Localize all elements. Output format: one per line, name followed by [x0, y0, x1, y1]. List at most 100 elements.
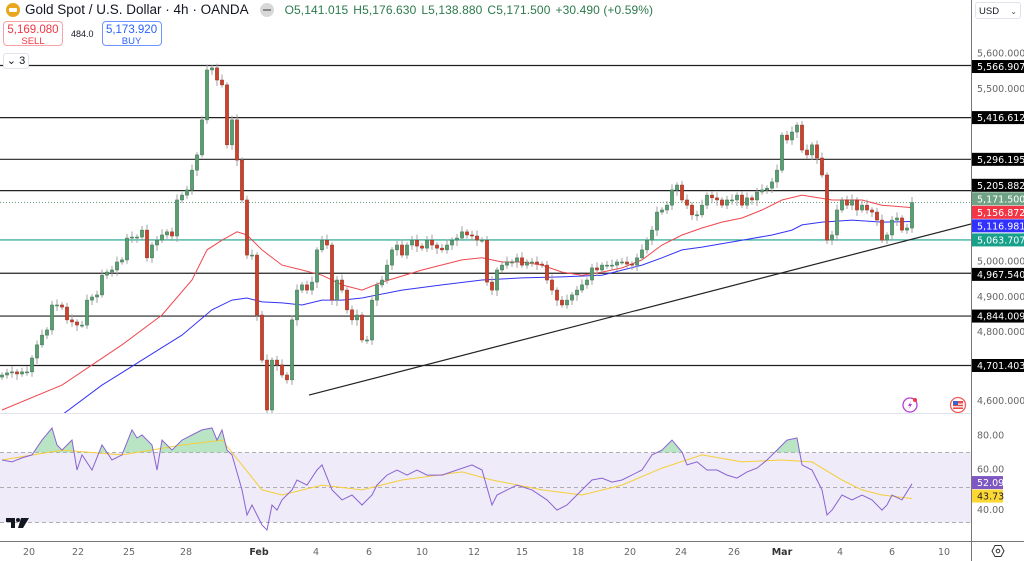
candle — [835, 204, 839, 241]
price-pane[interactable] — [0, 63, 974, 415]
buy-button[interactable]: 5,173.920 BUY — [101, 21, 162, 47]
candle — [70, 314, 74, 327]
candle — [695, 210, 699, 221]
time-axis-tick: 6 — [889, 547, 895, 558]
candle — [185, 185, 189, 199]
candle-body-up — [530, 261, 534, 264]
candle-body-down — [345, 289, 349, 311]
trendline[interactable] — [308, 223, 974, 396]
level-price-label-bg — [972, 111, 1024, 125]
candle-body-up — [365, 339, 369, 342]
rsi-moving-average-line — [1, 439, 913, 499]
candle-body-up — [500, 264, 504, 271]
candle — [435, 242, 439, 255]
candle — [305, 280, 309, 294]
candle — [765, 185, 769, 194]
candle — [545, 260, 549, 284]
ohlc-change: +30.490 (+0.59%) — [555, 2, 654, 17]
candle — [380, 275, 384, 288]
candle-body-down — [540, 263, 544, 266]
currency-selector[interactable]: USD ⌄ — [975, 2, 1021, 19]
candle — [115, 256, 119, 276]
candle-body-up — [130, 236, 134, 239]
candle-body-down — [485, 239, 489, 283]
candle-body-up — [840, 199, 844, 211]
lightning-alert-icon[interactable] — [902, 397, 918, 413]
candle-body-up — [860, 204, 864, 211]
candle-body-down — [680, 184, 684, 201]
candle-body-down — [235, 119, 239, 161]
candle — [85, 294, 89, 329]
candle — [615, 259, 619, 272]
trade-panel: 5,169.080 SELL 484.0 5,173.920 BUY — [3, 21, 162, 47]
candle-body-up — [910, 202, 914, 229]
candle — [245, 195, 249, 259]
fast-ma-price-label-bg — [972, 205, 1024, 219]
candle-body-up — [890, 219, 894, 236]
candle-body-up — [20, 371, 24, 375]
candle — [335, 275, 339, 307]
candle — [35, 340, 39, 364]
candle — [215, 63, 219, 86]
time-axis-tick: 10 — [938, 547, 950, 558]
candle — [850, 194, 854, 211]
candle — [415, 234, 419, 252]
candle — [870, 207, 874, 217]
candle — [770, 177, 774, 194]
rsi-pane[interactable] — [0, 426, 971, 532]
candle-body-up — [665, 204, 669, 211]
sell-button[interactable]: 5,169.080 SELL — [3, 21, 63, 47]
candle-body-down — [240, 159, 244, 201]
candle — [440, 243, 444, 253]
symbol-title[interactable]: Gold Spot / U.S. Dollar · 4h · OANDA — [25, 2, 249, 17]
candle — [650, 225, 654, 246]
candle-body-down — [15, 371, 19, 375]
candle-body-down — [415, 239, 419, 247]
candle-body-up — [80, 324, 84, 327]
us-flag-icon[interactable] — [949, 396, 967, 414]
candle-body-down — [865, 204, 869, 211]
candle — [740, 190, 744, 208]
candle-body-down — [490, 281, 494, 291]
candle — [290, 315, 294, 385]
candle-body-down — [875, 211, 879, 221]
indicators-toggle-button[interactable]: ⌄ 3 — [3, 53, 29, 69]
settings-gear-icon[interactable] — [991, 545, 1005, 557]
candle-body-up — [190, 169, 194, 191]
candle-body-up — [645, 239, 649, 251]
candle-body-down — [690, 204, 694, 216]
candle-body-down — [555, 289, 559, 301]
currency-label: USD — [979, 6, 1000, 17]
level-price-label: 5,296.195 — [977, 155, 1024, 166]
candle-body-up — [135, 236, 139, 239]
level-price-label-bg — [972, 152, 1024, 166]
candle-body-up — [380, 279, 384, 286]
candle-body-up — [455, 237, 459, 241]
candle-body-up — [495, 269, 499, 291]
sell-price: 5,169.080 — [7, 24, 59, 36]
rsi-value-label: 52.09 — [977, 478, 1004, 489]
candle-body-up — [525, 261, 529, 266]
candle-body-down — [340, 279, 344, 291]
candle-body-down — [625, 261, 629, 265]
candle — [860, 200, 864, 213]
candle-body-up — [295, 289, 299, 321]
candle-body-up — [290, 319, 294, 381]
candle-body-down — [520, 257, 524, 266]
rsi-line — [1, 426, 913, 532]
spread-value: 484.0 — [71, 28, 94, 39]
time-axis-tick: 4 — [313, 547, 319, 558]
collapse-legend-icon[interactable] — [259, 2, 274, 17]
price-axis-tick: 5,600.000 — [977, 49, 1024, 60]
tradingview-logo-icon[interactable] — [6, 518, 29, 528]
fast-ma-price-label: 5,156.872 — [977, 208, 1024, 219]
time-axis-tick: 25 — [123, 547, 135, 558]
candle — [505, 256, 509, 269]
candle — [455, 233, 459, 247]
candle-body-down — [750, 197, 754, 201]
candle-body-up — [390, 249, 394, 266]
ohlc-open: O5,141.015 — [284, 2, 349, 17]
candle-body-down — [740, 194, 744, 206]
candle-body-down — [420, 245, 424, 249]
